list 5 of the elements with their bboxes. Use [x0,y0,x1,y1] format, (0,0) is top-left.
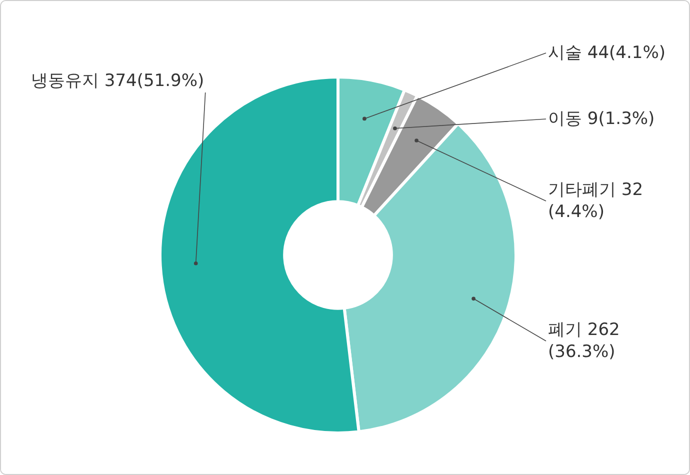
slice-label: 시술 44(4.1%) [548,43,666,63]
slice-label: 폐기 262 (36.3%) [548,320,620,362]
slice-label: 기타폐기 32 (4.4%) [548,180,644,222]
slice-label: 냉동유지 374(51.9%) [31,71,204,91]
slice-label: 이동 9(1.3%) [548,109,655,129]
